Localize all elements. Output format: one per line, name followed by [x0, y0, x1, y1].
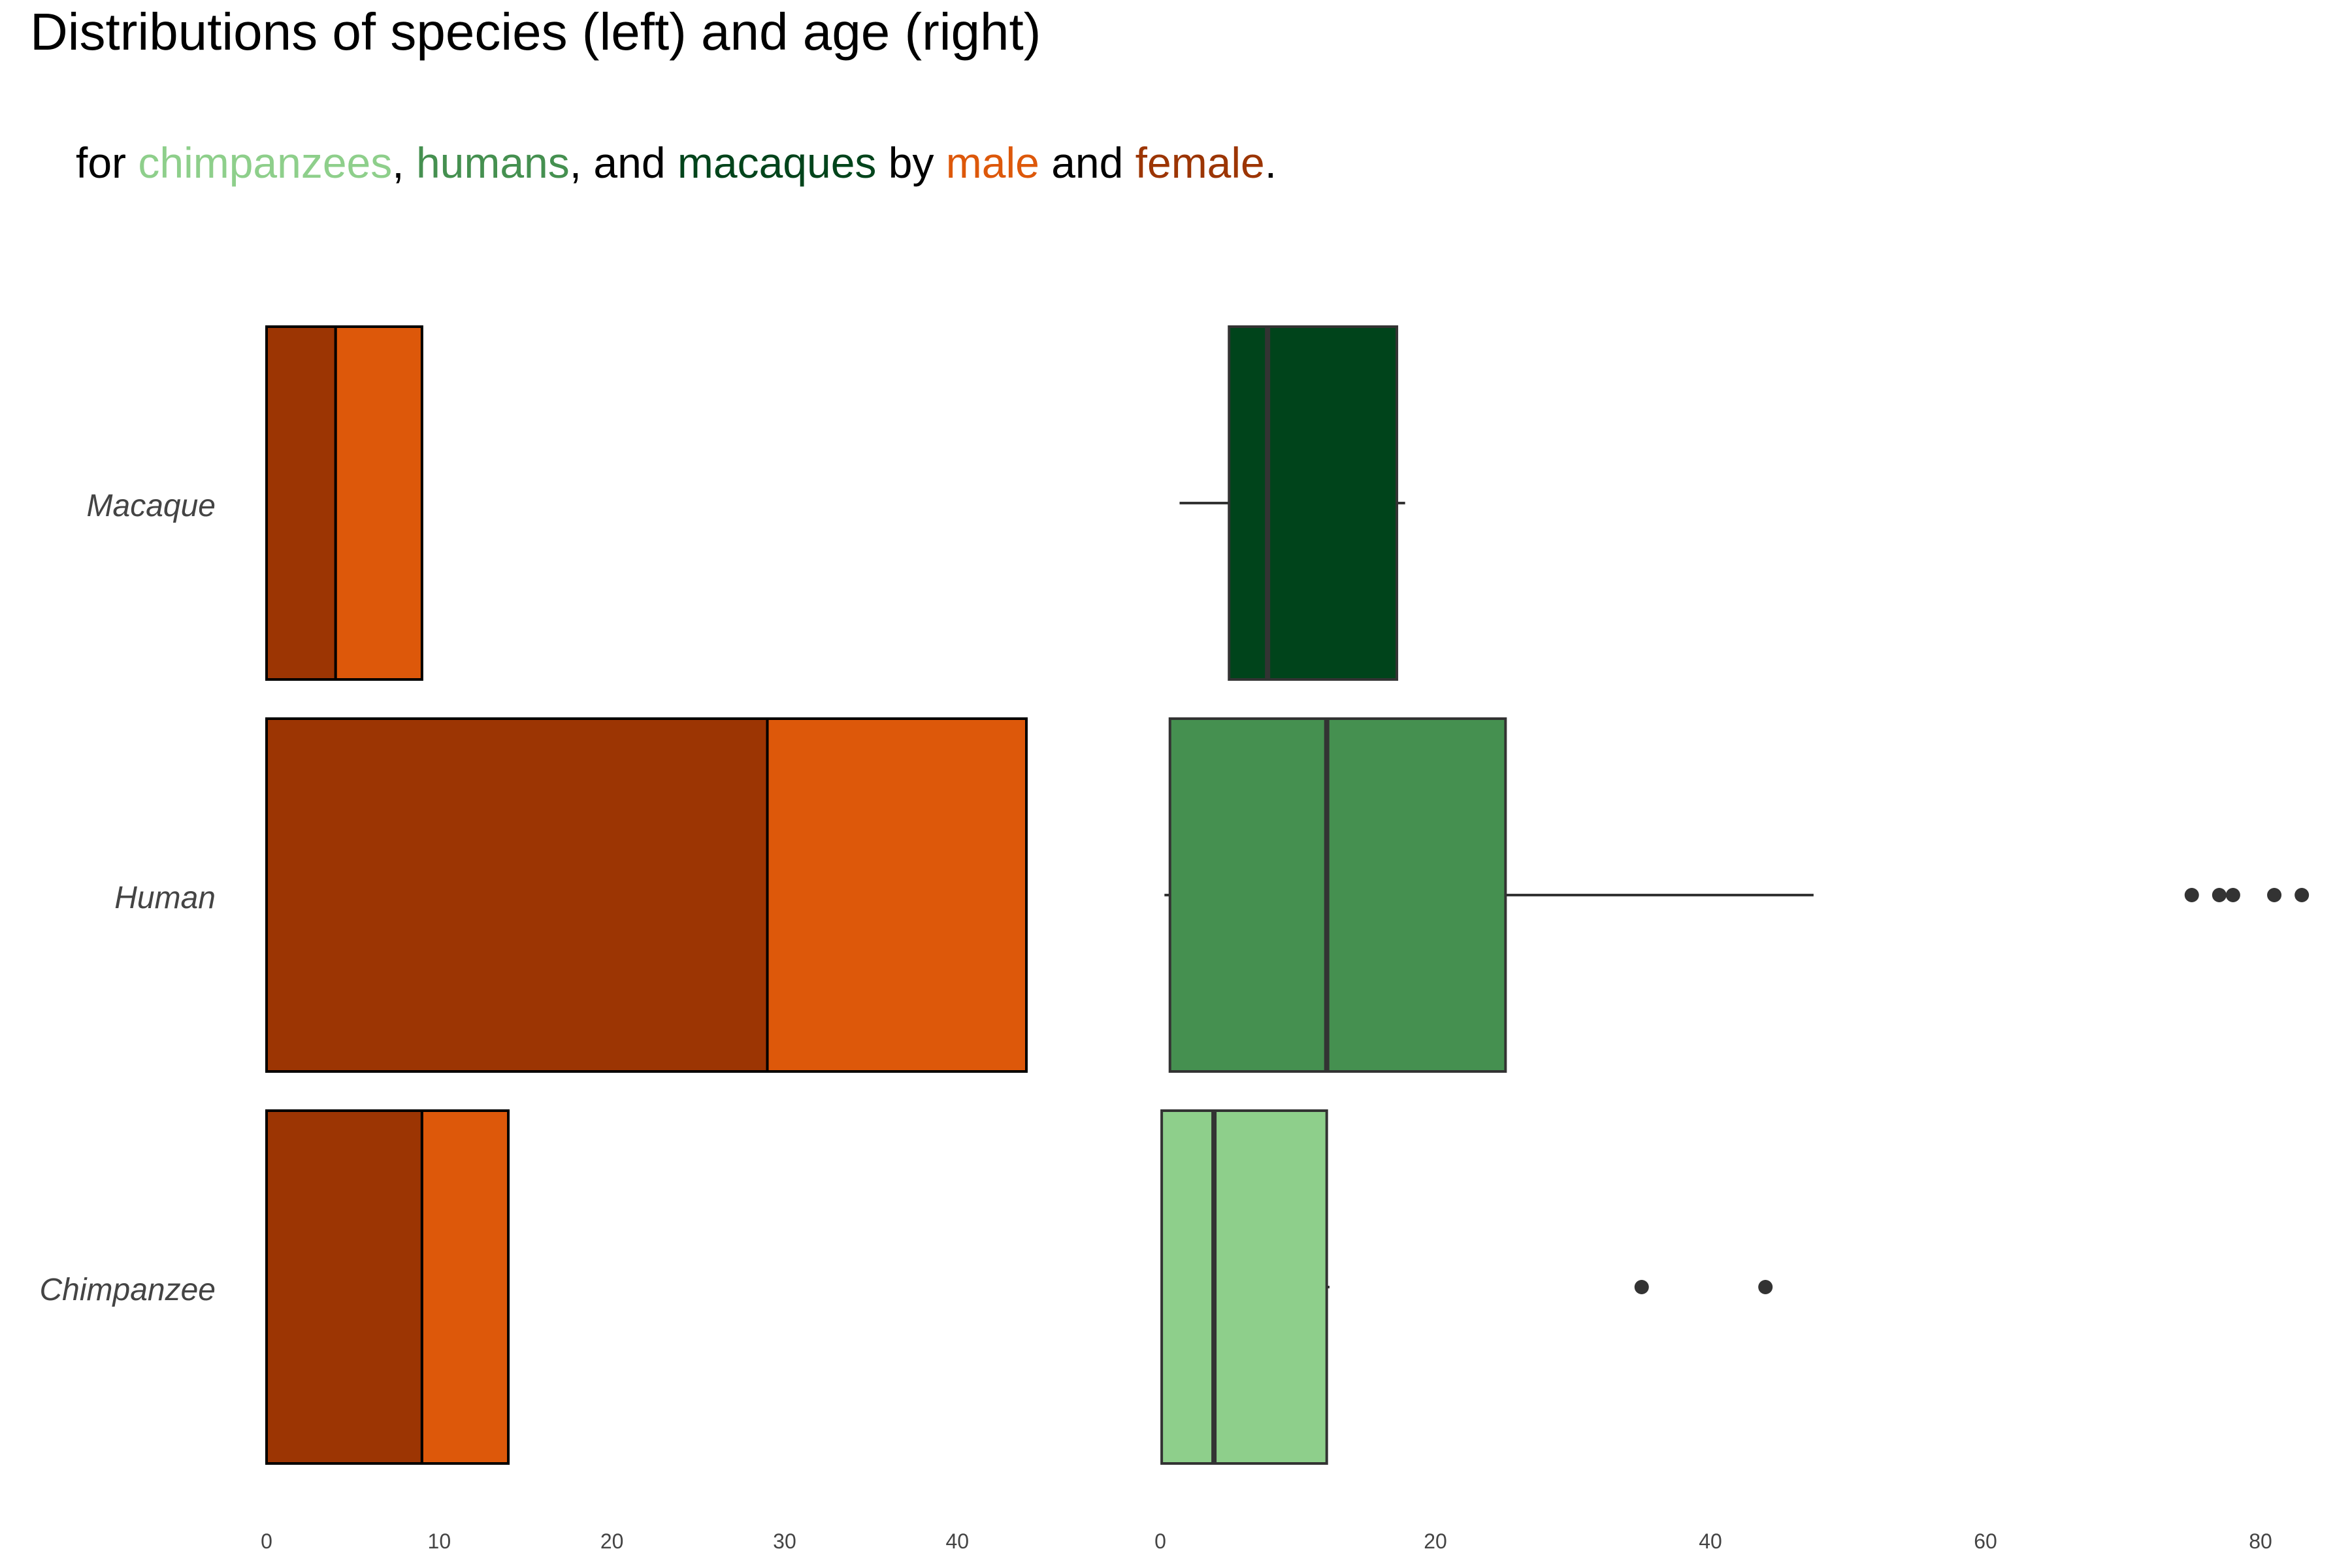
- bar-macaque-male: [334, 325, 423, 681]
- right-tick-label-40: 40: [1699, 1529, 1722, 1553]
- left-tick-label-10: 10: [428, 1529, 451, 1553]
- right-panel-age-boxplot: 0 20 40 60 80: [1154, 325, 2310, 1553]
- category-label-human: Human: [114, 881, 216, 915]
- right-tick-label-0: 0: [1154, 1529, 1166, 1553]
- category-label-macaque: Macaque: [87, 489, 216, 523]
- bar-chimpanzee-female: [265, 1109, 423, 1465]
- subtitle-segment-7: male: [946, 139, 1039, 187]
- box-human: [1168, 717, 1507, 1073]
- left-tick-label-0: 0: [261, 1529, 272, 1553]
- subtitle-segment-6: by: [876, 139, 945, 187]
- left-tick-label-30: 30: [773, 1529, 796, 1553]
- category-labels: Macaque Human Chimpanzee: [40, 489, 216, 1307]
- bar-macaque-female: [265, 325, 337, 681]
- left-panel-species-bars: 0 10 20 30 40: [261, 325, 1028, 1553]
- subtitle-segment-4: , and: [570, 139, 678, 187]
- subtitle-segment-3: humans: [416, 139, 570, 187]
- outlier-human-4: [2295, 888, 2310, 902]
- right-tick-label-60: 60: [1974, 1529, 1997, 1553]
- chart-subtitle: for chimpanzees, humans, and macaques by…: [76, 139, 1277, 187]
- subtitle-segment-2: ,: [392, 139, 416, 187]
- bar-human-female: [265, 717, 769, 1073]
- right-tick-label-20: 20: [1424, 1529, 1447, 1553]
- outlier-human-0: [2184, 888, 2199, 902]
- box-macaque: [1228, 325, 1399, 681]
- bar-human-male: [766, 717, 1028, 1073]
- subtitle-segment-9: female: [1135, 139, 1265, 187]
- subtitle-segment-1: chimpanzees: [138, 139, 392, 187]
- bar-chimpanzee-male: [420, 1109, 510, 1465]
- outlier-human-1: [2212, 888, 2227, 902]
- outlier-chimpanzee-0: [1634, 1280, 1649, 1294]
- left-tick-label-40: 40: [945, 1529, 969, 1553]
- subtitle-segment-10: .: [1265, 139, 1277, 187]
- outlier-human-2: [2225, 888, 2240, 902]
- subtitle-segment-8: and: [1039, 139, 1135, 187]
- subtitle-segment-0: for: [76, 139, 138, 187]
- outlier-chimpanzee-1: [1758, 1280, 1773, 1294]
- box-chimpanzee: [1160, 1109, 1328, 1465]
- category-label-chimpanzee: Chimpanzee: [40, 1273, 216, 1307]
- right-tick-label-80: 80: [2249, 1529, 2272, 1553]
- outlier-human-3: [2267, 888, 2282, 902]
- subtitle-segment-5: macaques: [678, 139, 877, 187]
- left-tick-label-20: 20: [600, 1529, 624, 1553]
- chart-title: Distributions of species (left) and age …: [30, 3, 1041, 61]
